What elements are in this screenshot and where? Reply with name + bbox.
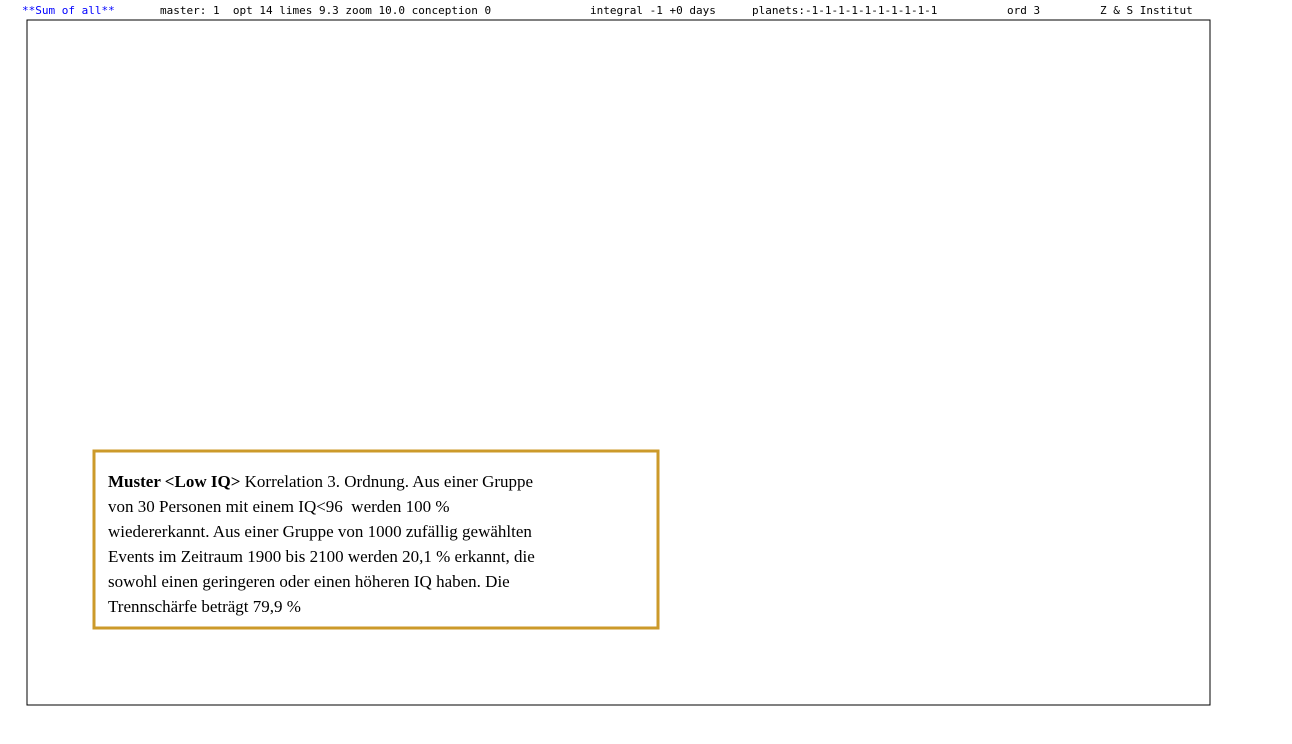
- header-text: ord 3: [1007, 4, 1040, 17]
- annotation-line: Events im Zeitraum 1900 bis 2100 werden …: [108, 547, 535, 566]
- annotation-line: von 30 Personen mit einem IQ<96 werden 1…: [108, 497, 450, 516]
- annotation-line: sowohl einen geringeren oder einen höher…: [108, 572, 510, 591]
- annotation-text: Korrelation 3. Ordnung. Aus einer Gruppe: [240, 472, 533, 491]
- annotation-line: Muster <Low IQ> Korrelation 3. Ordnung. …: [108, 472, 533, 491]
- header-text: master: 1 opt 14 limes 9.3 zoom 10.0 con…: [160, 4, 491, 17]
- header-text: integral -1 +0 days: [590, 4, 716, 17]
- annotation-title: Muster <Low IQ>: [108, 472, 240, 491]
- header-text: planets:-1-1-1-1-1-1-1-1-1-1: [752, 4, 937, 17]
- annotation-line: wiedererkannt. Aus einer Gruppe von 1000…: [108, 522, 532, 541]
- annotation-box: [92, 449, 660, 630]
- header-text: Z & S Institut: [1100, 4, 1193, 17]
- chart-title: **Sum of all**: [22, 4, 115, 17]
- annotation-line: Trennschärfe beträgt 79,9 %: [108, 597, 301, 616]
